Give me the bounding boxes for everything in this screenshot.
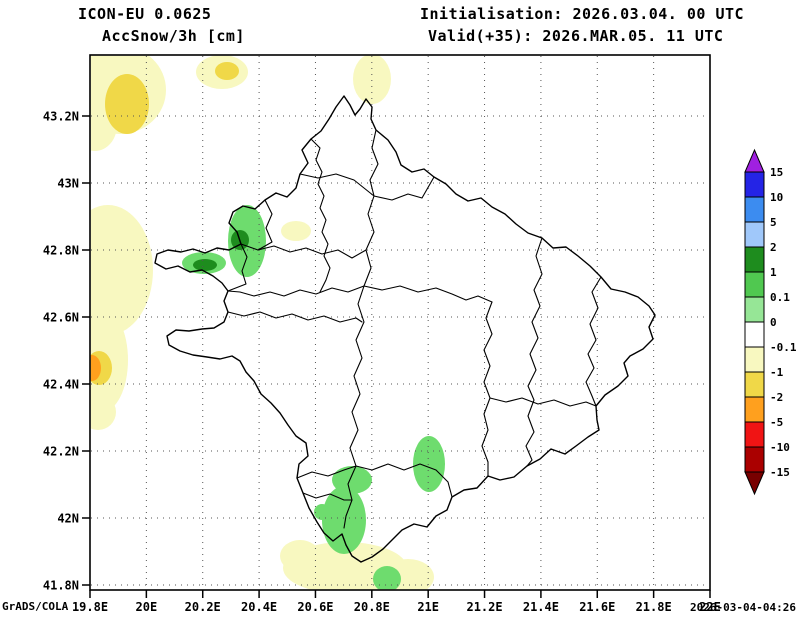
snow-region: [413, 436, 445, 492]
lon-label: 21.8E: [636, 600, 672, 614]
district-boundaries: [227, 129, 602, 529]
district-boundary: [343, 285, 365, 529]
colorbar-label: -1: [770, 366, 784, 379]
colorbar-label: 0: [770, 316, 777, 329]
lon-label: 20.2E: [185, 600, 221, 614]
district-boundary: [489, 397, 597, 407]
colorbar-label: -5: [770, 416, 783, 429]
lon-label: 21.4E: [523, 600, 559, 614]
colorbar-band: [744, 221, 765, 248]
plot-frame: [89, 54, 711, 591]
grads-credit: GrADS/COLA: [2, 600, 69, 613]
colorbar-label: -15: [770, 466, 790, 479]
district-boundary: [369, 129, 379, 197]
grid-layer: [91, 56, 709, 589]
lon-label: 21.6E: [579, 600, 615, 614]
kosovo-border: [154, 95, 656, 563]
lon-label: 20.8E: [354, 600, 390, 614]
lat-label: 42.8N: [43, 244, 79, 258]
colorbar-band: [744, 171, 765, 198]
district-boundary: [481, 301, 493, 477]
gold-region: [105, 74, 149, 134]
colorbar-label: 2: [770, 241, 777, 254]
district-boundary: [373, 176, 435, 201]
district-boundary: [299, 173, 375, 197]
colorbar-top-arrow: [744, 148, 765, 173]
lon-label: 19.8E: [72, 600, 108, 614]
colorbar-label: -0.1: [770, 341, 797, 354]
district-boundary: [227, 243, 248, 292]
init-time: Initialisation: 2026.03.04. 00 UTC: [420, 5, 745, 23]
lat-label: 41.8N: [43, 579, 79, 593]
lat-label: 43.2N: [43, 110, 79, 124]
colorbar-label: 5: [770, 216, 777, 229]
model-title: ICON-EU 0.0625: [78, 5, 212, 23]
district-boundary: [257, 199, 273, 251]
snow-region: [373, 566, 401, 590]
variable-title: AccSnow/3h [cm]: [102, 27, 245, 45]
orange-region: [90, 355, 101, 381]
colorbar-band: [744, 196, 765, 223]
district-boundary: [240, 243, 367, 259]
district-boundary: [363, 285, 493, 303]
colorbar-label: -2: [770, 391, 783, 404]
lon-label: 20.4E: [241, 600, 277, 614]
district-boundary: [585, 276, 602, 407]
pale-yellow-region: [280, 540, 320, 572]
lon-label: 20E: [136, 600, 158, 614]
lon-label: 22E: [699, 600, 721, 614]
colorbar-band: [744, 246, 765, 273]
pale-yellow-region: [353, 55, 391, 104]
lat-label: 42.4N: [43, 378, 79, 392]
colorbar-label: -10: [770, 441, 790, 454]
lon-label: 21E: [417, 600, 439, 614]
district-boundary: [355, 463, 453, 498]
colorbar-band: [744, 271, 765, 298]
colorbar-label: 10: [770, 191, 783, 204]
lat-label: 42.2N: [43, 445, 79, 459]
valid-time: Valid(+35): 2026.MAR.05. 11 UTC: [428, 27, 724, 45]
district-boundary: [227, 311, 363, 323]
district-boundary: [310, 138, 331, 293]
pale-yellow-region: [90, 205, 153, 335]
district-boundary: [525, 237, 543, 467]
colorbar-label: 0.1: [770, 291, 790, 304]
colorbar-band: [744, 371, 765, 398]
district-boundary: [363, 195, 375, 287]
pale-yellow-region: [90, 394, 116, 430]
map-boundaries: [154, 95, 656, 563]
colorbar-band: [744, 321, 765, 348]
snow-core-region: [193, 259, 217, 271]
snow-region: [322, 486, 366, 554]
shaded-precip-layer: [90, 55, 445, 590]
colorbar-band: [744, 396, 765, 423]
colorbar-bottom-arrow: [744, 471, 765, 496]
snow-region: [314, 504, 330, 520]
gold-region: [215, 62, 239, 80]
render-timestamp: 2026-03-04-04:26: [690, 601, 796, 614]
lat-label: 42N: [57, 512, 79, 526]
district-boundary: [302, 492, 353, 501]
lat-label: 43N: [57, 177, 79, 191]
colorbar-label: 15: [770, 166, 783, 179]
colorbar: 15 10 5 2 1 0.1 0 -0.1 -1 -2 -5 -10 -15: [744, 148, 797, 496]
colorbar-band: [744, 296, 765, 323]
district-boundary: [296, 465, 357, 479]
pale-yellow-region: [281, 221, 311, 241]
district-boundary: [227, 285, 365, 297]
colorbar-band: [744, 421, 765, 448]
lon-label: 21.2E: [466, 600, 502, 614]
lat-label: 42.6N: [43, 311, 79, 325]
axis-layer: 43.2N 43N 42.8N 42.6N 42.4N 42.2N 42N 41.8N 19.8…: [43, 110, 721, 615]
lon-label: 20.6E: [297, 600, 333, 614]
colorbar-band: [744, 346, 765, 373]
colorbar-band: [744, 446, 765, 473]
colorbar-label: 1: [770, 266, 777, 279]
